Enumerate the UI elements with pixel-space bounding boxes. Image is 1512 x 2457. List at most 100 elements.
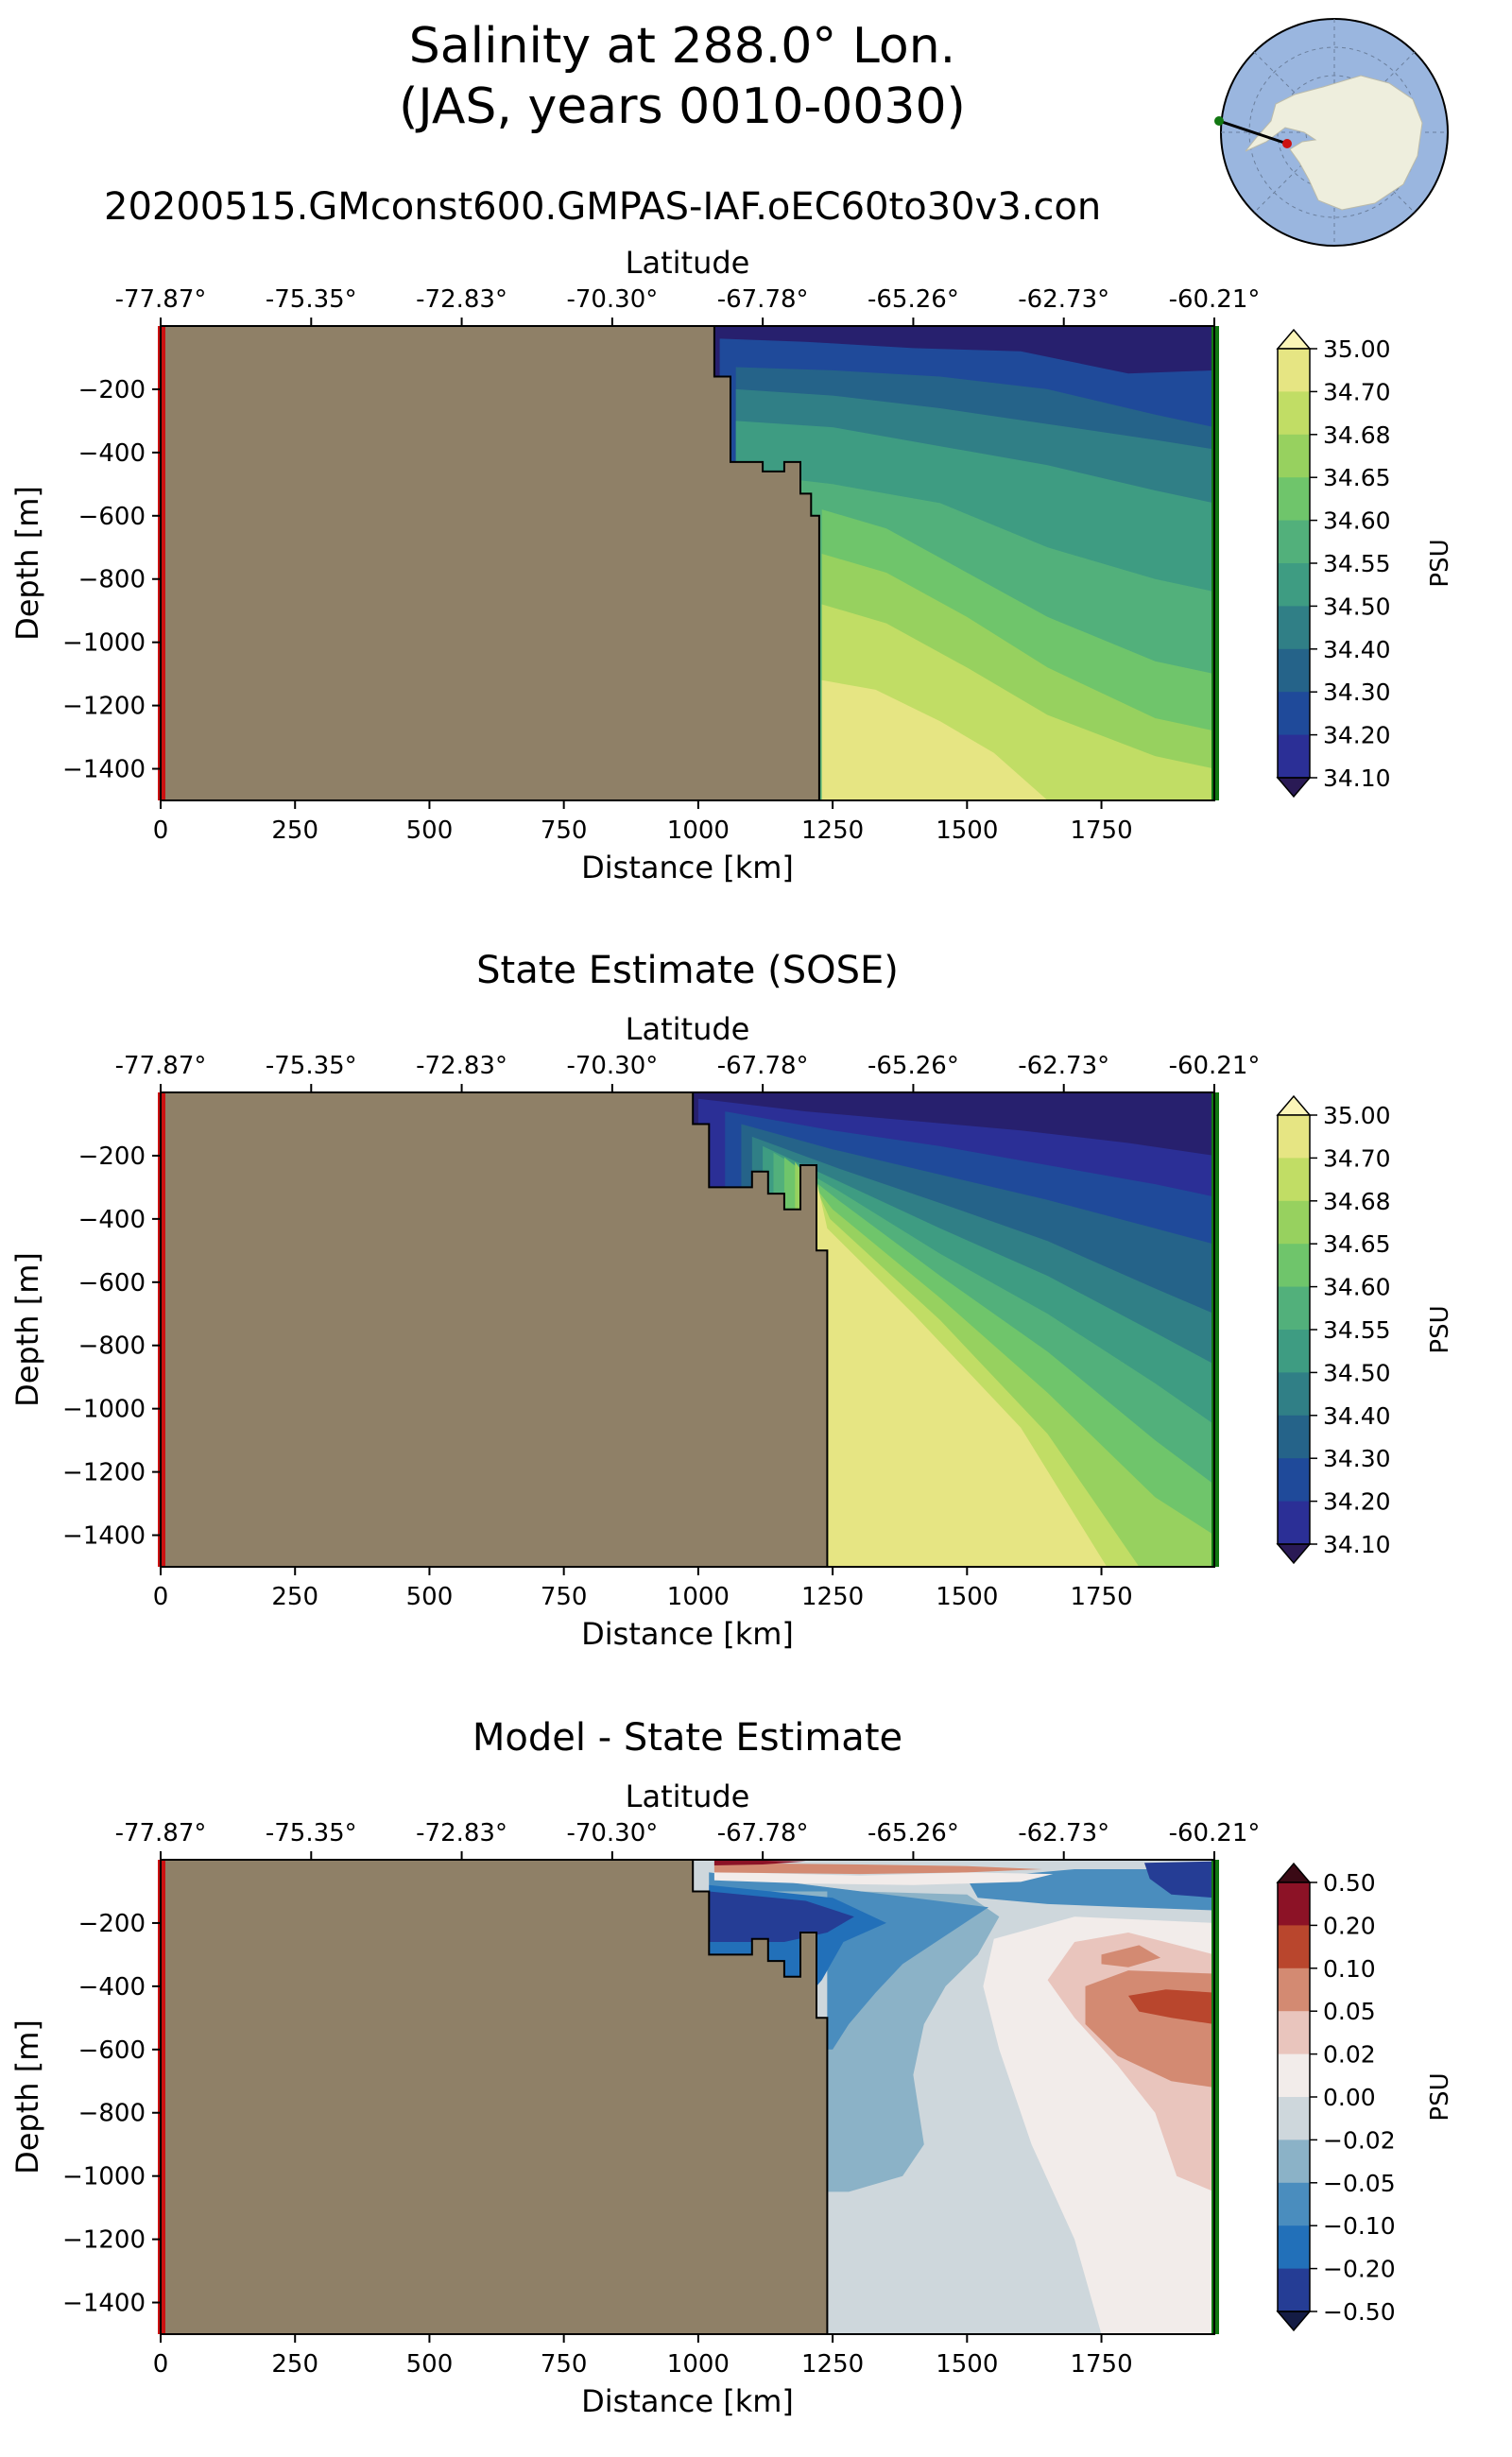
colorbar-tick-label: 34.65 [1323, 464, 1391, 491]
plot-frame [160, 1091, 1215, 1568]
latitude-tick-label: -62.73° [1018, 285, 1109, 314]
colorbar-tick-label: 34.55 [1323, 1316, 1391, 1344]
colorbar-tick-label: 34.40 [1323, 1402, 1391, 1430]
x-tick-label: 1000 [667, 816, 730, 845]
colorbar-segment [1278, 2182, 1310, 2226]
latitude-tick-label: -77.87° [115, 1819, 207, 1847]
x-tick-label: 500 [406, 816, 454, 845]
colorbar-tick-label: 34.55 [1323, 550, 1391, 577]
latitude-tick-label: -65.26° [868, 1052, 959, 1080]
colorbar-tick-label: 0.20 [1323, 1912, 1376, 1939]
map-transect-start [1214, 116, 1224, 126]
colorbar-tick-label: 34.60 [1323, 1274, 1391, 1301]
y-tick-label: −800 [78, 2100, 146, 2128]
colorbar-segment [1278, 520, 1310, 564]
bathymetry-land [161, 326, 820, 800]
contour-region [1128, 1989, 1214, 2024]
colorbar-tick-label: −0.02 [1323, 2126, 1396, 2154]
panel-sose: State Estimate (SOSE) Latitude -77.87° -75.… [9, 949, 1454, 1652]
colorbar-tick-label: 34.65 [1323, 1230, 1391, 1258]
colorbar-segment [1278, 1244, 1310, 1288]
colorbar-segment [1278, 1115, 1310, 1159]
colorbar-tick-label: 0.02 [1323, 2041, 1376, 2069]
latitude-tick-label: -72.83° [416, 285, 507, 314]
colorbar-tick-label: −0.20 [1323, 2256, 1396, 2283]
y-axis-label: Depth [m] [9, 1252, 45, 1407]
colorbar-tick-label: 34.10 [1323, 765, 1391, 792]
colorbar-segment [1278, 1200, 1310, 1245]
latitude-axis-label: Latitude [626, 245, 750, 281]
x-tick-label: 250 [271, 816, 318, 845]
contour-region [709, 1872, 989, 2050]
colorbar-tick-label: 0.05 [1323, 1998, 1376, 2025]
y-tick-label: −600 [78, 2036, 146, 2065]
x-tick-label: 1000 [667, 2350, 730, 2379]
colorbar-segment [1278, 606, 1310, 650]
colorbar-segment [1278, 1330, 1310, 1373]
x-tick-label: 750 [541, 1583, 588, 1611]
y-tick-label: −400 [78, 1973, 146, 2002]
latitude-tick-label: -75.35° [266, 285, 357, 314]
colorbar-segment [1278, 2053, 1310, 2098]
x-axis-label: Distance [km] [581, 850, 794, 885]
x-tick-label: 1750 [1070, 2350, 1132, 2379]
figure-title-line2: (JAS, years 0010-0030) [399, 78, 966, 135]
latitude-tick-label: -70.30° [566, 285, 658, 314]
colorbar-tick-label: 0.10 [1323, 1955, 1376, 1983]
colorbar-segment [1278, 2097, 1310, 2140]
latitude-tick-label: -67.78° [717, 1819, 809, 1847]
plot-frame [160, 325, 1215, 801]
colorbar-extend-top [1276, 1094, 1312, 1116]
colorbar-label: PSU [1426, 539, 1454, 587]
plot-area [161, 1860, 1214, 2334]
y-tick-label: −1000 [62, 2163, 146, 2191]
latitude-tick-label: -65.26° [868, 285, 959, 314]
x-tick-label: 1000 [667, 1583, 730, 1611]
y-tick-label: −1000 [62, 629, 146, 658]
latitude-tick-label: -67.78° [717, 1052, 809, 1080]
contour-layer [814, 1168, 1214, 1567]
x-tick-label: 500 [406, 2350, 454, 2379]
colorbar-tick-label: 0.50 [1323, 1869, 1376, 1897]
plot-area [161, 1092, 1214, 1567]
colorbar-segment [1278, 1158, 1310, 1202]
colorbar-tick-label: −0.05 [1323, 2170, 1396, 2197]
bathymetry-land [161, 1860, 829, 2334]
contour-region [713, 1860, 806, 1865]
latitude-tick-label: -60.21° [1169, 285, 1261, 314]
x-tick-label: 0 [153, 2350, 169, 2379]
x-tick-label: 1500 [936, 1583, 998, 1611]
colorbar-segment [1278, 349, 1310, 392]
colorbar-segment [1278, 2139, 1310, 2184]
inset-map [1214, 18, 1449, 247]
y-tick-label: −1200 [62, 693, 146, 721]
colorbar-tick-label: 34.30 [1323, 679, 1391, 706]
colorbar-segment [1278, 734, 1310, 779]
x-tick-label: 750 [541, 816, 588, 845]
contour-region [713, 1863, 1042, 1875]
colorbar-segment [1278, 391, 1310, 436]
colorbar-tick-label: 34.20 [1323, 1488, 1391, 1516]
colorbar-tick-label: −0.10 [1323, 2212, 1396, 2240]
latitude-tick-label: -72.83° [416, 1819, 507, 1847]
latitude-tick-label: -62.73° [1018, 1052, 1109, 1080]
x-tick-label: 1750 [1070, 1583, 1132, 1611]
y-axis-label: Depth [m] [9, 486, 45, 641]
x-tick-label: 0 [153, 1583, 169, 1611]
colorbar-extend-bottom [1276, 2311, 1312, 2332]
x-tick-label: 250 [271, 1583, 318, 1611]
colorbar-extend-bottom [1276, 1543, 1312, 1565]
latitude-axis-label: Latitude [626, 1011, 750, 1047]
latitude-tick-label: -75.35° [266, 1819, 357, 1847]
colorbar-segment [1278, 692, 1310, 736]
panel-title: Model - State Estimate [472, 1716, 902, 1760]
colorbar-tick-label: 34.70 [1323, 378, 1391, 405]
colorbar-extend-top [1276, 1862, 1312, 1883]
y-tick-label: −1400 [62, 2290, 146, 2318]
contour-region [713, 1871, 1054, 1885]
colorbar-segment [1278, 1882, 1310, 1926]
latitude-tick-label: -70.30° [566, 1819, 658, 1847]
x-tick-label: 1500 [936, 816, 998, 845]
colorbar-tick-label: 34.68 [1323, 1188, 1391, 1215]
colorbar-segment [1278, 2225, 1310, 2270]
